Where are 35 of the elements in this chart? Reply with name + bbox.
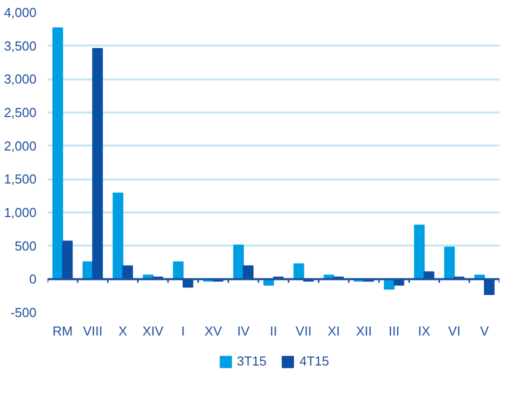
x-tick-label: XII (356, 324, 372, 338)
x-tick-label: III (388, 324, 400, 338)
x-tick-label: VIII (82, 324, 102, 338)
y-tick-label: 2,500 (4, 105, 37, 120)
bar (112, 192, 124, 280)
bar (92, 48, 103, 280)
x-tick-label: XI (328, 324, 340, 338)
y-tick-label: 2,000 (4, 138, 37, 154)
x-tick-label: XIV (142, 324, 164, 338)
y-tick-label: -500 (10, 305, 37, 320)
bar (52, 27, 64, 280)
y-tick-label: 1,500 (4, 172, 37, 187)
bar (233, 244, 244, 280)
y-tick-label: 500 (14, 238, 37, 254)
legend-label: 4T15 (300, 354, 330, 368)
x-tick-label: XV (204, 324, 222, 338)
legend-label: 3T15 (236, 354, 266, 368)
x-tick-label: V (480, 324, 490, 338)
x-tick-label: IV (237, 324, 250, 338)
bar (484, 278, 495, 295)
x-tick-label: RM (52, 324, 73, 338)
x-tick-label: I (181, 324, 185, 338)
bar (62, 240, 73, 280)
x-tick-label: II (270, 324, 278, 338)
y-tick-label: 1,000 (4, 205, 37, 220)
y-tick-label: 3,500 (4, 38, 37, 54)
y-tick-label: 0 (29, 272, 37, 287)
x-tick-label: IX (418, 324, 431, 338)
x-tick-label: X (118, 324, 128, 338)
bar (414, 224, 425, 280)
x-tick-label: VII (296, 324, 312, 338)
y-tick-label: 3,000 (4, 72, 37, 87)
y-tick-label: 4,000 (4, 5, 37, 20)
x-tick-label: VI (448, 324, 460, 338)
bar (444, 246, 455, 280)
